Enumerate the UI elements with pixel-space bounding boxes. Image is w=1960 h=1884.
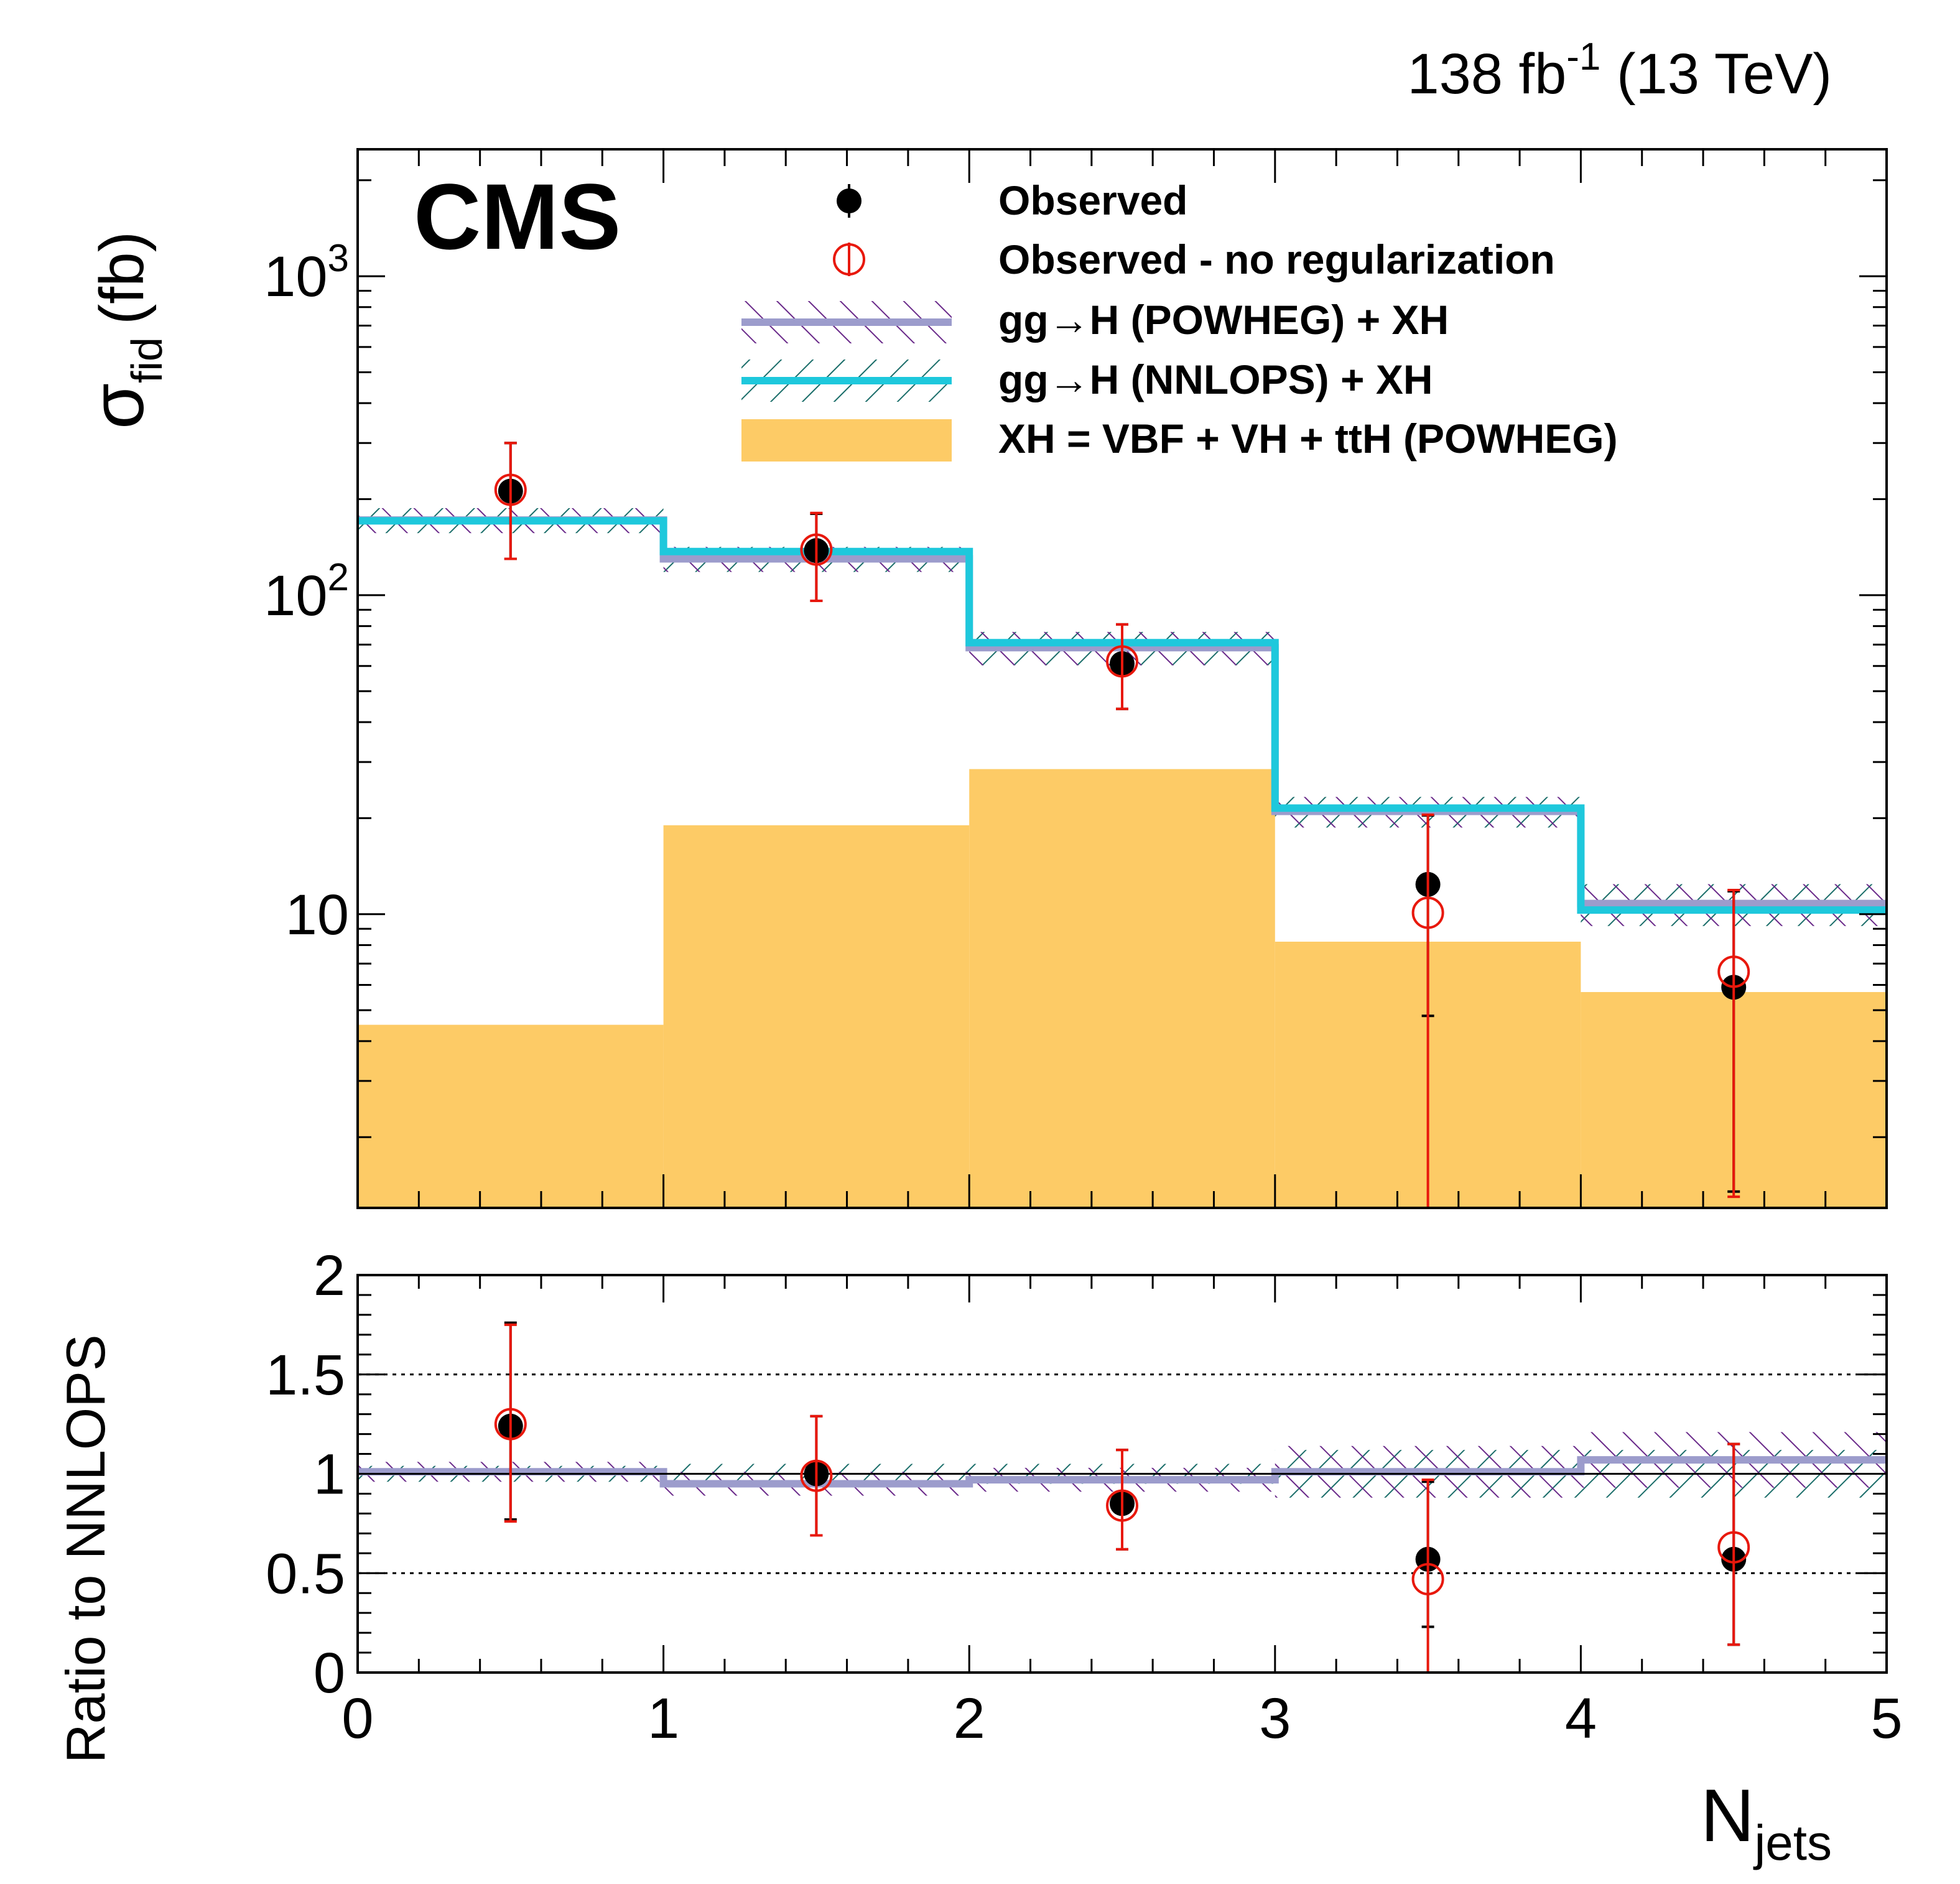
x-tick-label-1: 1	[648, 1687, 679, 1750]
ratio-ytick-label-4: 2	[314, 1244, 345, 1307]
y-title-subscript: fid	[123, 337, 171, 383]
ratio-frame	[356, 1274, 1888, 1674]
legend-noreg-label: Observed - no regularization	[998, 236, 1555, 282]
top-plot-area	[358, 442, 1887, 1208]
top-ytick-exponent-2: 3	[328, 237, 349, 280]
noreg-point-1	[800, 1459, 833, 1492]
x-tick-label-2: 2	[954, 1687, 985, 1750]
ratio-y-axis-title: Ratio to NNLOPS	[55, 1334, 116, 1763]
legend-observed-label: Observed	[998, 177, 1187, 223]
top-ytick-mantissa-2: 10	[264, 245, 327, 309]
x-tick-label-5: 5	[1870, 1687, 1902, 1750]
ratio-axes: 0 0.5 1 1.5 2 0 1 2 3 4 5	[266, 1244, 1902, 1750]
x-tick-label-0: 0	[341, 1687, 373, 1750]
svg-text:σfid(fb): σfid (fb)	[76, 231, 171, 429]
top-frame	[356, 148, 1888, 1209]
y-title-unit: (fb)	[87, 231, 157, 325]
xh-bar-bin-2	[969, 769, 1275, 1208]
noreg-point-3	[1411, 1562, 1444, 1595]
ratio-plot-area	[358, 1321, 1887, 1673]
legend-powheg-label: gg→H (POWHEG) + XH	[998, 297, 1449, 343]
top-y-axis-title: σfid (fb)	[76, 231, 171, 429]
noreg-point-0	[494, 473, 527, 506]
lumi-label: 138 fb-1 (13 TeV)	[1407, 35, 1832, 106]
top-ytick-label-1: 102	[264, 556, 349, 628]
ratio-ytick-label-1: 0.5	[266, 1542, 345, 1605]
top-ytick-exponent-1: 2	[328, 556, 349, 599]
legend-xh-label: XH = VBF + VH + ttH (POWHEG)	[998, 415, 1618, 462]
legend-nnlops-label: gg→H (NNLOPS) + XH	[998, 356, 1433, 402]
lumi-energy: (13 TeV)	[1600, 42, 1832, 106]
xh-bar-bin-0	[358, 1024, 664, 1208]
x-title-subscript: jets	[1753, 1815, 1832, 1870]
noreg-point-4	[1717, 1531, 1750, 1564]
legend: Observed Observed - no regularization gg…	[741, 177, 1618, 462]
noreg-point-2	[1106, 645, 1138, 678]
top-ytick-mantissa-0: 10	[286, 883, 349, 947]
x-tick-label-4: 4	[1565, 1687, 1597, 1750]
lumi-value: 138 fb	[1407, 42, 1566, 106]
ratio-ytick-label-2: 1	[314, 1443, 345, 1506]
top-ytick-label-0: 10	[286, 883, 349, 947]
noreg-point-4	[1717, 955, 1750, 988]
y-title-symbol: σ	[76, 383, 159, 429]
noreg-point-0	[494, 1408, 527, 1441]
ratio-ytick-label-0: 0	[314, 1641, 345, 1705]
noreg-point-1	[800, 533, 833, 566]
noreg-point-3	[1411, 896, 1444, 929]
x-tick-label-3: 3	[1259, 1687, 1291, 1750]
lumi-exponent: -1	[1566, 35, 1600, 78]
top-ytick-label-2: 103	[264, 237, 349, 309]
x-title-main: N	[1701, 1774, 1755, 1857]
ratio-ytick-label-3: 1.5	[266, 1343, 345, 1407]
x-axis-title: Njets	[1701, 1774, 1832, 1870]
xh-bar-bin-1	[663, 825, 970, 1208]
legend-xh-swatch	[741, 419, 952, 462]
noreg-point-2	[1106, 1489, 1138, 1522]
top-ytick-mantissa-1: 10	[264, 564, 327, 628]
cms-label: CMS	[414, 164, 621, 269]
